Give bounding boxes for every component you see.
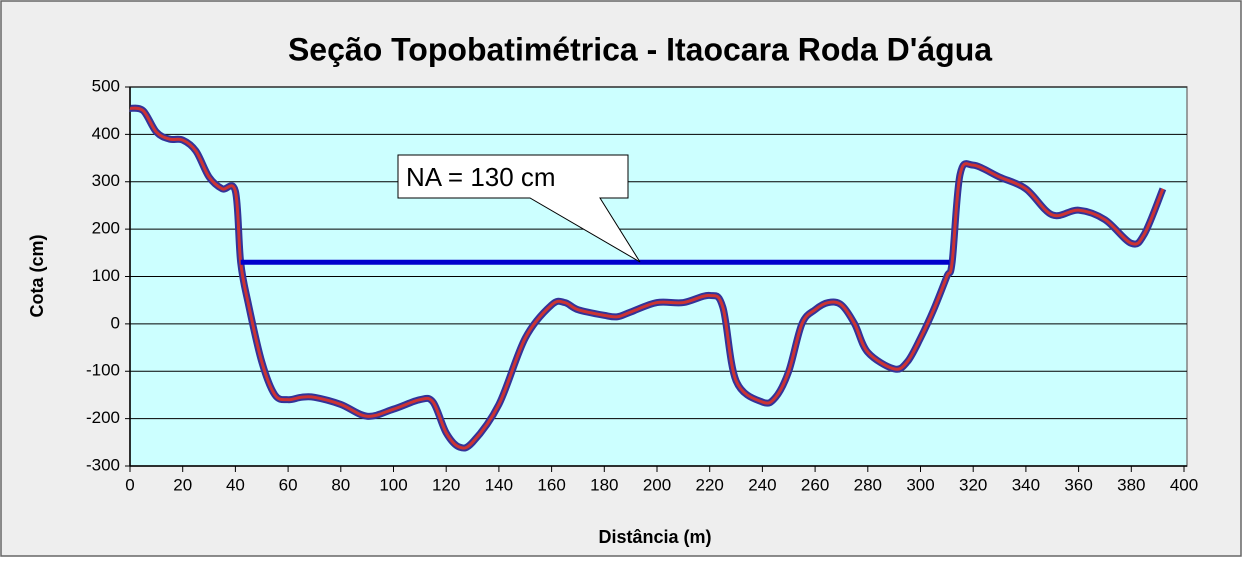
x-tick-label: 280	[854, 475, 882, 494]
line	[129, 106, 1165, 450]
y-tick-label: 200	[92, 219, 120, 238]
x-tick-label: 60	[279, 475, 298, 494]
x-tick-label: 400	[1170, 475, 1198, 494]
y-axis-title: Cota (cm)	[27, 234, 47, 317]
x-tick-label: 40	[226, 475, 245, 494]
x-tick-label: 100	[379, 475, 407, 494]
y-tick-label: 400	[92, 124, 120, 143]
y-tick-label: 500	[92, 76, 120, 95]
x-tick-label: 260	[801, 475, 829, 494]
x-tick-label: 180	[590, 475, 618, 494]
x-tick-label: 360	[1064, 475, 1092, 494]
y-tick-label: 300	[92, 171, 120, 190]
x-tick-label: 340	[1012, 475, 1040, 494]
x-tick-label: 140	[485, 475, 513, 494]
x-tick-label: 220	[696, 475, 724, 494]
annotation: NA = 130 cm	[406, 162, 556, 192]
y-tick-label: -300	[86, 455, 120, 474]
x-tick-label: 80	[331, 475, 350, 494]
x-tick-label: 0	[125, 475, 134, 494]
chart-title: Seção Topobatimétrica - Itaocara Roda D'…	[288, 31, 992, 67]
y-tick-label: -200	[86, 408, 120, 427]
x-tick-label: 320	[959, 475, 987, 494]
x-tick-label: 200	[643, 475, 671, 494]
callout	[397, 154, 641, 263]
x-tick-label: 380	[1117, 475, 1145, 494]
x-axis-title: Distância (m)	[598, 527, 711, 547]
y-tick-label: 100	[92, 266, 120, 285]
y-tick-label: 0	[111, 313, 120, 332]
x-tick-label: 120	[432, 475, 460, 494]
x-tick-label: 160	[537, 475, 565, 494]
x-tick-label: 300	[906, 475, 934, 494]
x-tick-label: 20	[173, 475, 192, 494]
y-tick-label: -100	[86, 361, 120, 380]
x-tick-label: 240	[748, 475, 776, 494]
